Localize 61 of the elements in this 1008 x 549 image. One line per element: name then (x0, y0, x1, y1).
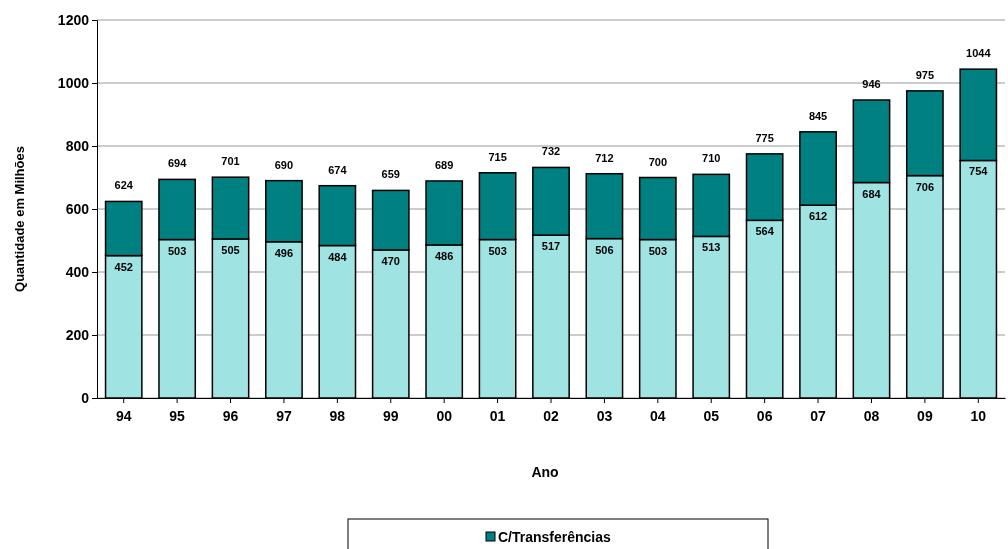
x-tick-label: 98 (329, 408, 346, 425)
total-label: 845 (808, 109, 828, 122)
data-label: 706 (915, 180, 935, 193)
total-label: 659 (381, 168, 400, 181)
data-label: 452 (114, 260, 133, 273)
x-tick-label: 02 (543, 408, 559, 425)
total-label: 946 (862, 78, 881, 91)
data-label: 496 (274, 246, 294, 259)
data-label: 503 (167, 244, 187, 257)
total-label: 1044 (966, 47, 992, 60)
data-label: 506 (595, 243, 614, 256)
x-tick-label: 01 (489, 408, 506, 425)
total-label: 674 (328, 163, 348, 176)
y-tick-label: 600 (65, 200, 90, 217)
total-label: 689 (435, 158, 454, 171)
x-tick-label: 96 (222, 408, 239, 425)
data-label: 684 (862, 187, 882, 200)
total-label: 624 (114, 179, 134, 192)
total-label: 732 (541, 145, 561, 158)
total-label: 975 (915, 68, 935, 81)
x-tick-label: 00 (436, 408, 453, 425)
y-tick-label: 0 (81, 389, 90, 406)
y-tick-label: 200 (65, 326, 90, 343)
x-tick-label: 95 (169, 408, 186, 425)
total-label: 775 (755, 131, 774, 144)
data-label: 486 (435, 249, 454, 262)
data-label: 470 (381, 254, 400, 267)
data-label: 612 (808, 210, 828, 223)
y-tick-label: 800 (65, 137, 90, 154)
y-tick-label: 1200 (57, 11, 90, 28)
total-label: 690 (274, 158, 294, 171)
data-label: 503 (488, 244, 507, 257)
x-tick-label: 97 (276, 408, 292, 425)
y-axis-title: Quantidade em Milhões (12, 146, 27, 292)
x-tick-label: 94 (115, 408, 132, 425)
x-axis-title: Ano (531, 464, 559, 480)
data-label: 754 (969, 165, 989, 178)
total-label: 694 (167, 157, 188, 170)
y-tick-label: 1000 (57, 74, 90, 91)
total-label: 700 (648, 155, 667, 168)
legend-label: C/Transferências (498, 529, 612, 545)
x-tick-label: 07 (810, 408, 827, 425)
x-tick-label: 03 (596, 408, 613, 425)
x-tick-label: 06 (756, 408, 773, 425)
total-label: 712 (595, 151, 614, 164)
total-label: 710 (702, 152, 721, 165)
data-label: 505 (221, 243, 240, 256)
x-tick-label: 04 (650, 408, 666, 425)
total-label: 701 (221, 155, 240, 168)
x-tick-label: 09 (917, 408, 933, 425)
data-label: 484 (328, 250, 348, 263)
data-label: 513 (702, 241, 721, 254)
data-label: 517 (541, 240, 561, 253)
x-tick-label: 10 (970, 408, 987, 425)
x-tick-label: 99 (382, 408, 399, 425)
x-tick-label: 05 (703, 408, 720, 425)
data-label: 503 (648, 244, 667, 257)
x-tick-label: 08 (863, 408, 880, 425)
total-label: 715 (488, 150, 507, 163)
y-tick-label: 400 (65, 263, 90, 280)
data-label: 564 (755, 225, 775, 238)
